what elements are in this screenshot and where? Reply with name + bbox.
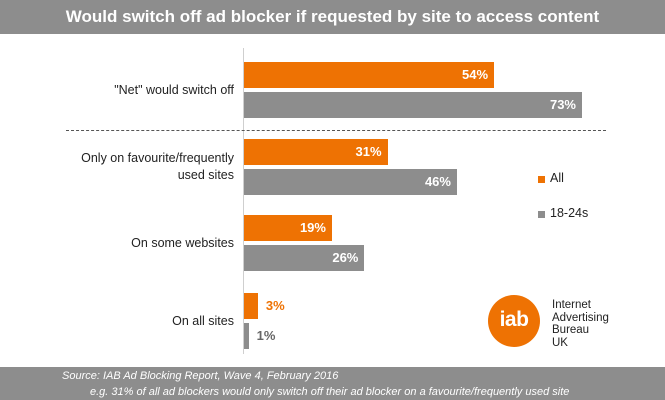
category-axis-line (243, 48, 244, 354)
bar-all (244, 215, 332, 241)
category-label: "Net" would switch off (114, 82, 234, 99)
category-label-line: On all sites (172, 313, 234, 328)
data-label: 19% (299, 220, 326, 235)
category-label-line: On some websites (131, 235, 234, 250)
bar-all (244, 293, 258, 319)
category-label: On all sites (172, 313, 234, 330)
category-label: Only on favourite/frequently used sites (81, 150, 234, 184)
bar-18-24s (244, 245, 365, 271)
net-divider-line (66, 130, 606, 131)
data-label: 3% (265, 298, 285, 313)
bar-18-24s (244, 92, 582, 118)
bar-all (244, 62, 495, 88)
bar-18-24s (244, 323, 249, 349)
data-label: 31% (355, 144, 382, 159)
data-label: 46% (424, 174, 451, 189)
iab-logo-text: Internet Advertising Bureau UK (552, 299, 609, 349)
footer: Source: IAB Ad Blocking Report, Wave 4, … (0, 367, 665, 400)
data-label: 1% (256, 328, 276, 343)
logo-line: Bureau (552, 324, 590, 336)
category-label: On some websites (131, 235, 234, 252)
data-label: 26% (332, 250, 359, 265)
legend-swatch-all (538, 176, 545, 183)
data-label: 54% (461, 67, 489, 82)
example-note: e.g. 31% of all ad blockers would only s… (90, 386, 570, 398)
legend-swatch-18-24s (538, 211, 545, 218)
bar-all (244, 139, 388, 165)
logo-line: UK (552, 336, 568, 349)
legend-label-all: All (550, 171, 564, 185)
logo-line: Advertising (552, 311, 609, 324)
source-note: Source: IAB Ad Blocking Report, Wave 4, … (62, 370, 339, 382)
legend-label-18-24s: 18-24s (550, 206, 589, 220)
category-label-line: Only on favourite/frequently (81, 151, 234, 165)
category-label-line: used sites (177, 168, 234, 182)
bar-18-24s (244, 169, 457, 195)
category-label-line: "Net" would switch off (114, 82, 234, 97)
data-label: 73% (549, 97, 576, 112)
chart-title: Would switch off ad blocker if requested… (0, 0, 665, 34)
logo-line: Internet (552, 299, 591, 311)
iab-logo: iab (488, 295, 540, 347)
